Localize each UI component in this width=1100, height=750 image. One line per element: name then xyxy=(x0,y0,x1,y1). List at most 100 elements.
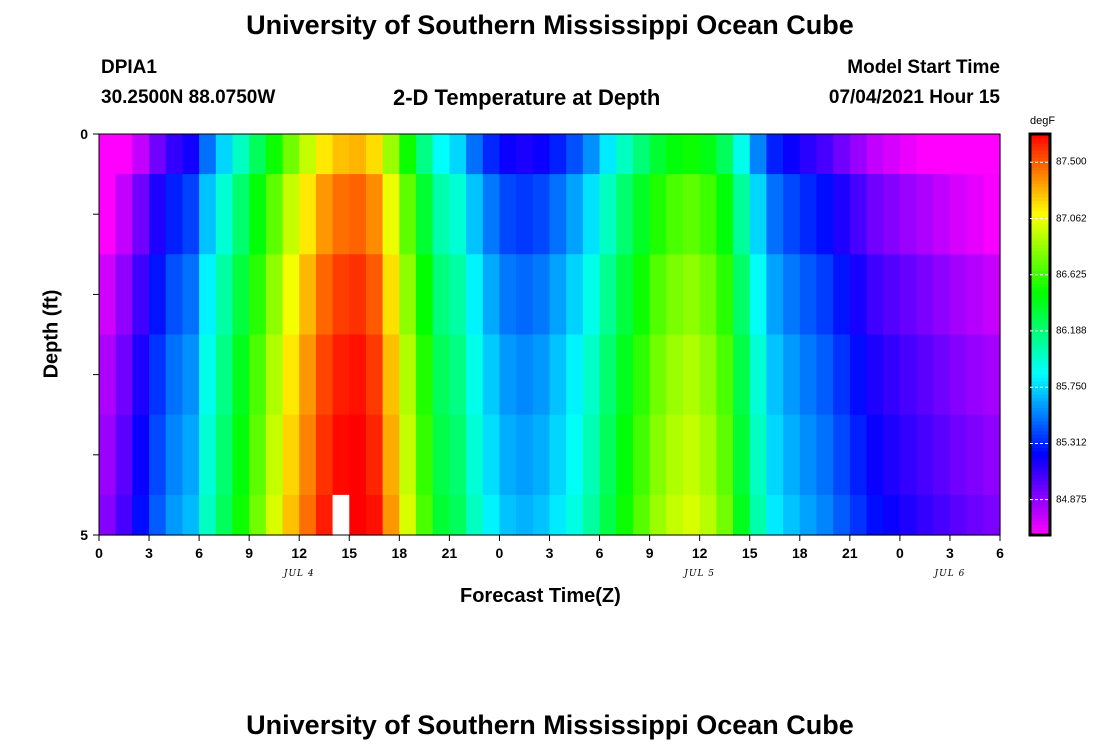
colorbar-segment xyxy=(1030,357,1050,362)
heatmap-cell xyxy=(249,174,267,255)
heatmap-cell xyxy=(99,334,117,416)
heatmap-cell xyxy=(149,174,167,255)
colorbar-segment xyxy=(1030,347,1050,352)
heatmap-cell xyxy=(599,134,617,175)
heatmap-cell xyxy=(99,134,117,175)
heatmap-cell xyxy=(883,414,901,496)
colorbar-segment xyxy=(1030,244,1050,249)
heatmap-cell xyxy=(115,334,133,416)
heatmap-cell xyxy=(849,334,868,416)
heatmap-cell xyxy=(432,414,450,496)
x-tick-label: 15 xyxy=(341,545,358,561)
colorbar-segment xyxy=(1030,260,1050,265)
heatmap-cell xyxy=(582,334,601,416)
colorbar-tick-label: 84.875 xyxy=(1056,494,1087,506)
heatmap-cell xyxy=(516,174,534,255)
heatmap-cell xyxy=(816,134,834,175)
heatmap-cell xyxy=(933,494,951,536)
heatmap-cell xyxy=(365,174,384,255)
heatmap-cell xyxy=(833,174,851,255)
heatmap-cell xyxy=(649,334,667,416)
heatmap-cell xyxy=(265,254,284,336)
heatmap-cell xyxy=(799,414,818,496)
heatmap-cell xyxy=(566,134,584,175)
heatmap-cell xyxy=(99,414,117,496)
heatmap-cell xyxy=(549,134,567,175)
colorbar-segment xyxy=(1030,150,1050,155)
heatmap-cell xyxy=(949,334,968,416)
colorbar-segment xyxy=(1030,494,1050,499)
heatmap-cell xyxy=(466,334,484,416)
heatmap-cell xyxy=(716,134,734,175)
heatmap-cell xyxy=(132,494,150,536)
heatmap-cell xyxy=(382,254,400,336)
date-label: JUL 5 xyxy=(684,569,716,579)
heatmap-cell xyxy=(182,174,200,255)
colorbar-segment xyxy=(1030,214,1050,219)
heatmap-cell xyxy=(449,494,467,536)
heatmap-cell xyxy=(649,494,667,536)
heatmap-cell xyxy=(199,494,217,536)
bottom-title: University of Southern Mississippi Ocean… xyxy=(246,710,854,740)
heatmap-cell xyxy=(916,134,934,175)
x-tick-label: 18 xyxy=(791,545,808,561)
colorbar-segment xyxy=(1030,167,1050,172)
heatmap-cell xyxy=(749,334,768,416)
heatmap-cell xyxy=(699,174,717,255)
heatmap-cell xyxy=(399,334,417,416)
x-tick-label: 3 xyxy=(545,545,554,561)
heatmap-cell xyxy=(332,254,350,336)
heatmap-cell xyxy=(733,494,751,536)
heatmap-cell xyxy=(983,334,1001,416)
heatmap-cell xyxy=(232,414,250,496)
chart-subtitle: 2-D Temperature at Depth xyxy=(393,85,661,110)
heatmap-cell xyxy=(716,174,734,255)
heatmap-cell xyxy=(265,134,284,175)
colorbar-segment xyxy=(1030,364,1050,369)
x-tick-label: 0 xyxy=(895,545,904,561)
heatmap-cell xyxy=(299,334,317,416)
heatmap-cell xyxy=(432,334,450,416)
heatmap-cell xyxy=(365,254,384,336)
heatmap-cell xyxy=(933,174,951,255)
colorbar-segment xyxy=(1030,481,1050,486)
heatmap-cell xyxy=(649,414,667,496)
colorbar-segment xyxy=(1030,204,1050,209)
heatmap-cell xyxy=(466,414,484,496)
heatmap-cell xyxy=(883,174,901,255)
heatmap-cell xyxy=(182,134,200,175)
colorbar-segment xyxy=(1030,377,1050,382)
colorbar-segment xyxy=(1030,250,1050,255)
colorbar-segment xyxy=(1030,154,1050,158)
heatmap-cell xyxy=(949,254,968,336)
heatmap-cell xyxy=(215,494,234,536)
heatmap-cell xyxy=(466,254,484,336)
x-tick-label: 21 xyxy=(441,545,458,561)
heatmap-cell xyxy=(549,254,567,336)
heatmap-cell xyxy=(199,414,217,496)
heatmap-cell xyxy=(149,494,167,536)
heatmap-cell xyxy=(816,174,834,255)
heatmap-cell xyxy=(966,494,984,536)
heatmap-cell xyxy=(282,494,300,536)
colorbar-segment xyxy=(1030,504,1050,509)
heatmap-cell xyxy=(299,494,317,536)
heatmap-cell xyxy=(716,494,734,536)
heatmap-cell xyxy=(382,174,400,255)
heatmap-cell xyxy=(149,414,167,496)
heatmap-cell xyxy=(699,254,717,336)
y-tick-label: 0 xyxy=(80,126,88,142)
heatmap-cell xyxy=(482,254,501,336)
colorbar-segment xyxy=(1030,200,1050,205)
colorbar-segment xyxy=(1030,341,1050,346)
heatmap-cell xyxy=(833,254,851,336)
heatmap-cell xyxy=(632,414,651,496)
heatmap-cell xyxy=(899,174,918,255)
heatmap-cell xyxy=(449,414,467,496)
colorbar-segment xyxy=(1030,454,1050,459)
heatmap-cell xyxy=(516,134,534,175)
heatmap-cell xyxy=(99,494,117,536)
heatmap-cell xyxy=(249,254,267,336)
heatmap-cell xyxy=(666,134,684,175)
heatmap-cell xyxy=(482,494,501,536)
